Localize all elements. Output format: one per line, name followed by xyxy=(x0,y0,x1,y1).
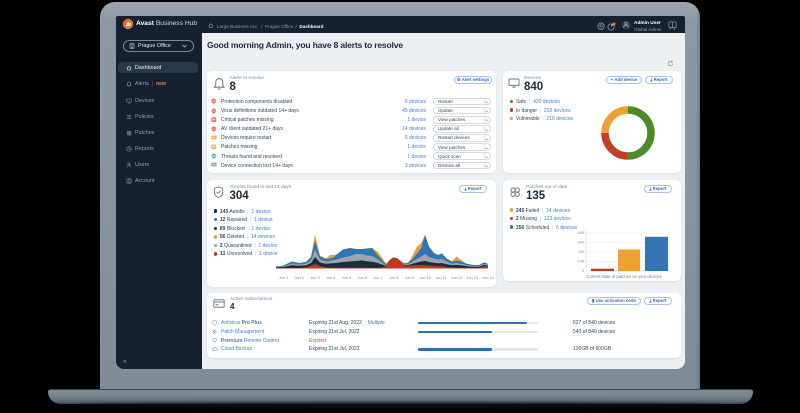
svg-text:300: 300 xyxy=(578,241,584,245)
svg-text:0: 0 xyxy=(582,269,584,273)
svg-text:400: 400 xyxy=(578,231,584,235)
svg-text:100: 100 xyxy=(578,260,584,264)
svg-text:200: 200 xyxy=(578,250,584,254)
